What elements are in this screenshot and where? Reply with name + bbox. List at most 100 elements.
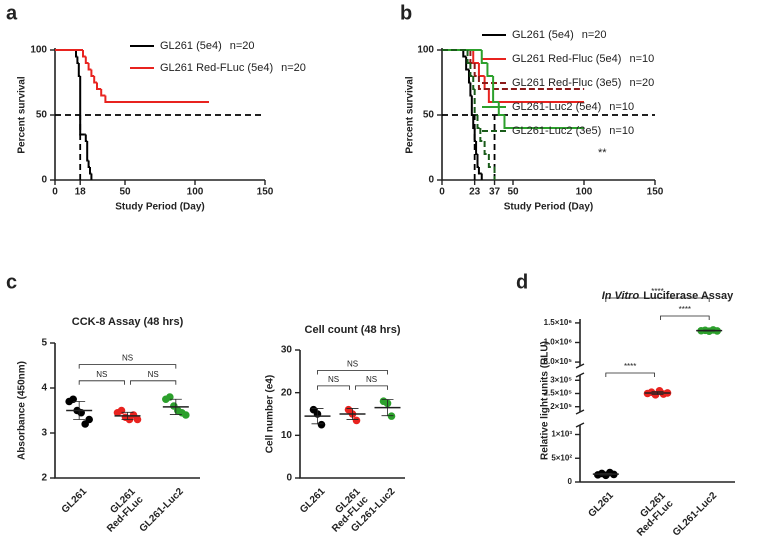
y-tick-label: 5: [41, 338, 47, 349]
survival-step: [503, 115, 584, 129]
data-point: [133, 415, 142, 424]
axis-break: [575, 372, 585, 378]
survival-step: [487, 89, 584, 103]
survival-curve: [442, 49, 496, 180]
data-point: [387, 412, 396, 420]
x-tick-label: 50: [507, 187, 519, 198]
chart-title: CCK-8 Assay (48 hrs): [72, 316, 184, 328]
x-tick-label: 0: [52, 187, 58, 198]
significance-bracket: [605, 372, 655, 377]
y-tick-label: 2: [41, 473, 47, 484]
legend-count: n=10: [629, 53, 654, 65]
axis-break: [575, 363, 585, 369]
survival-step: [486, 63, 494, 77]
legend-label: GL261 (5e4): [512, 29, 574, 41]
error-bar: [703, 329, 716, 332]
legend-label: GL261 Red-Fluc (3e5): [512, 77, 621, 89]
title-rest: Luciferase Assay: [643, 290, 734, 302]
significance-label: NS: [122, 354, 133, 363]
y-tick-label: 20: [281, 387, 293, 398]
significance-bracket: [355, 385, 388, 390]
y-axis-label: Absorbance (450nm): [17, 361, 28, 460]
y-axis-label: Percent survival: [405, 76, 416, 153]
y-tick-label: 100: [30, 45, 47, 56]
x-tick-label: 50: [119, 187, 131, 198]
x-tick-label: 100: [187, 187, 204, 198]
y-tick-label: 0: [286, 473, 292, 484]
chart-title: Cell count (48 hrs): [305, 324, 401, 336]
error-bar: [311, 408, 324, 425]
legend-label: GL261 Red-FLuc (5e4): [160, 62, 273, 74]
legend-count: n=10: [609, 125, 634, 137]
data-point: [352, 416, 361, 425]
x-tick-label: 150: [257, 187, 274, 198]
significance-label: NS: [148, 370, 159, 379]
y-tick-label: 0: [568, 477, 573, 486]
survival-step: [480, 50, 488, 64]
significance-bracket: [78, 364, 177, 369]
y-tick-label: 3×10⁵: [550, 375, 572, 384]
panel-label: b: [400, 2, 412, 24]
data-point: [69, 395, 77, 404]
survival-step: [96, 82, 102, 90]
survival-step: [479, 128, 485, 142]
x-tick-label: 100: [576, 187, 593, 198]
y-tick-label: 2×10⁵: [550, 402, 572, 411]
legend-count: n=20: [230, 40, 255, 52]
x-axis-label: Study Period (Day): [504, 202, 593, 213]
chart-title: In Vitro Luciferase Assay: [602, 290, 734, 302]
x-tick-label: 23: [469, 187, 481, 198]
significance-bracket: [660, 315, 710, 320]
legend-count: n=20: [582, 29, 607, 41]
legend-label: GL261 (5e4): [160, 40, 222, 52]
survival-step: [473, 63, 479, 77]
significance-bracket: [317, 370, 388, 375]
y-tick-label: 0: [41, 175, 47, 186]
y-tick-label: 30: [281, 345, 293, 356]
y-tick-label: 100: [417, 45, 434, 56]
panel-label: c: [6, 271, 17, 293]
x-tick-label: 37: [489, 187, 501, 198]
survival-curve: [55, 49, 209, 103]
annotation: **: [598, 147, 607, 159]
title-italic: In Vitro: [602, 290, 640, 302]
legend-label: GL261-Luc2 (5e4): [512, 101, 601, 113]
error-bar: [381, 399, 394, 417]
survival-step: [104, 95, 209, 103]
survival-step: [79, 76, 85, 136]
y-tick-label: 5×10²: [551, 453, 572, 462]
axis-break: [575, 409, 585, 415]
y-axis-label: Cell number (e4): [265, 375, 276, 453]
x-tick-label: 18: [75, 187, 87, 198]
x-tick-label: 150: [647, 187, 664, 198]
error-bar: [651, 391, 664, 395]
y-axis-label: Percent survival: [17, 76, 28, 153]
y-tick-label: 2.5×10⁵: [544, 389, 573, 398]
y-tick-label: 50: [36, 110, 48, 121]
y-tick-label: 10: [281, 430, 293, 441]
survival-step: [492, 76, 499, 103]
legend-count: n=10: [609, 101, 634, 113]
survival-step: [483, 141, 489, 155]
data-point: [182, 411, 190, 419]
y-tick-label: 0: [428, 175, 434, 186]
survival-step: [100, 89, 106, 97]
significance-label: ****: [651, 287, 663, 296]
significance-label: ****: [679, 305, 691, 314]
x-axis-label: Study Period (Day): [115, 202, 204, 213]
significance-label: NS: [328, 375, 339, 384]
significance-label: NS: [96, 370, 107, 379]
y-tick-label: 1×10³: [551, 430, 572, 439]
y-tick-label: 1.5×10⁶: [544, 318, 573, 327]
panel-label: a: [6, 2, 18, 24]
y-tick-label: 1.0×10⁶: [544, 338, 573, 347]
survival-step: [472, 50, 479, 64]
data-point: [166, 393, 174, 401]
error-bar: [599, 472, 612, 476]
legend-count: n=20: [281, 62, 306, 74]
data-point: [317, 420, 326, 429]
y-tick-label: 4: [41, 383, 47, 394]
legend-label: GL261-Luc2 (3e5): [512, 125, 601, 137]
x-tick-label: 0: [439, 187, 445, 198]
